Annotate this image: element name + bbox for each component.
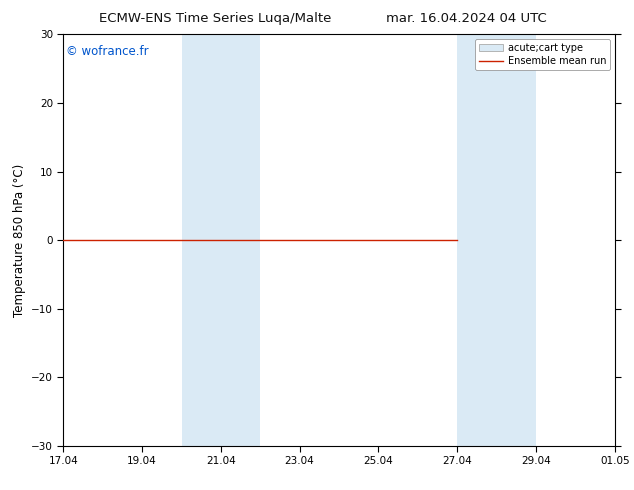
Y-axis label: Temperature 850 hPa (°C): Temperature 850 hPa (°C): [13, 164, 25, 317]
Text: © wofrance.fr: © wofrance.fr: [66, 45, 149, 58]
Text: ECMW-ENS Time Series Luqa/Malte: ECMW-ENS Time Series Luqa/Malte: [100, 12, 332, 25]
Bar: [181, 34, 260, 446]
Bar: [457, 34, 536, 446]
Legend: acute;cart type, Ensemble mean run: acute;cart type, Ensemble mean run: [475, 39, 610, 70]
Text: mar. 16.04.2024 04 UTC: mar. 16.04.2024 04 UTC: [385, 12, 547, 25]
